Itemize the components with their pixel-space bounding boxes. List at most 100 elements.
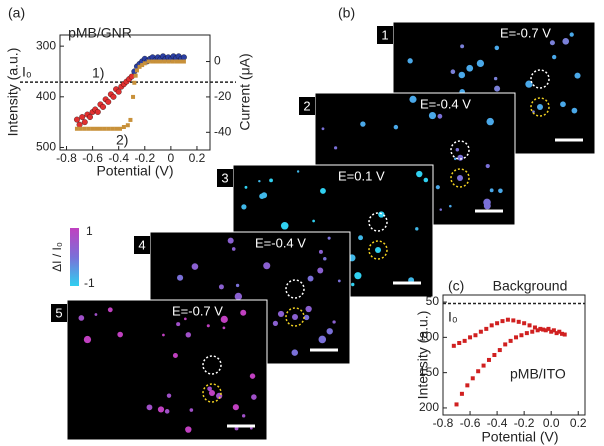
potential-label: E=-0.7 V <box>500 25 551 40</box>
data-point <box>473 333 478 338</box>
image-frame <box>66 299 268 441</box>
data-point <box>125 123 130 128</box>
particle <box>485 163 490 169</box>
particle <box>351 282 355 287</box>
particle <box>241 414 246 418</box>
particle <box>189 408 194 412</box>
potential-label: E=-0.7 V <box>172 303 223 318</box>
potential-label: E=0.1 V <box>338 168 385 183</box>
data-point <box>546 326 551 331</box>
particle <box>334 146 338 150</box>
particle <box>277 310 285 318</box>
data-point <box>170 59 175 64</box>
particle <box>354 272 362 280</box>
particle <box>83 335 92 344</box>
data-point <box>459 391 464 396</box>
particle <box>177 274 184 281</box>
data-point <box>462 338 467 343</box>
x-tick-label: -0.4 <box>108 151 129 165</box>
data-point <box>481 363 486 368</box>
data-point <box>118 126 122 131</box>
x-tick-label: -0.6 <box>82 151 103 165</box>
y-tick-label: 50 <box>426 294 440 308</box>
data-point <box>140 63 145 68</box>
x-axis-label: Potential (V) <box>96 163 173 179</box>
particle <box>251 394 257 400</box>
particle <box>234 292 243 301</box>
x-tick-label: -0.6 <box>460 416 481 430</box>
particle <box>318 335 327 344</box>
particle <box>449 204 452 208</box>
particle <box>206 324 210 328</box>
image-stack: 1 E=-0.7 V 2 E=-0.4 V 3 E=0.1 V 4 E=-0.4 V 5 E=-0… <box>51 21 596 441</box>
particle <box>307 275 314 282</box>
y-tick-label: 400 <box>36 89 56 103</box>
frame-label-box <box>299 97 315 115</box>
data-point <box>549 329 554 334</box>
particle <box>525 80 533 88</box>
y-tick-label: 100 <box>419 330 439 344</box>
particle <box>457 175 463 181</box>
particle <box>423 177 429 183</box>
particle <box>232 404 239 411</box>
particle <box>259 193 265 199</box>
particle <box>323 257 327 261</box>
data-point <box>146 59 151 64</box>
y2-tick-label: 0 <box>214 54 221 68</box>
data-point <box>131 94 136 99</box>
frame-label-box <box>377 26 393 44</box>
data-point <box>543 328 548 333</box>
particle <box>207 386 212 392</box>
data-point <box>128 117 133 122</box>
data-point <box>505 317 510 322</box>
annotation: I₀ <box>448 309 458 325</box>
colorbar-tick: 1 <box>86 224 93 238</box>
data-point <box>514 335 519 340</box>
particle <box>439 208 442 211</box>
data-point <box>105 98 112 105</box>
particle <box>562 37 570 45</box>
particle <box>291 349 299 356</box>
particle <box>407 58 413 64</box>
data-point <box>511 318 516 323</box>
data-point <box>82 126 87 131</box>
particle <box>241 204 247 210</box>
frame-label: 4 <box>138 237 145 252</box>
particle <box>537 104 543 110</box>
data-point <box>486 357 491 362</box>
particle <box>272 320 279 326</box>
data-point <box>470 376 475 381</box>
colorbar-label: ΔI / I₀ <box>50 242 64 272</box>
data-point <box>121 125 126 129</box>
particle <box>458 71 466 79</box>
data-point <box>500 319 505 324</box>
particle <box>94 313 98 316</box>
panel-label: (c) <box>448 278 464 294</box>
particle <box>303 314 310 321</box>
data-point <box>137 64 142 69</box>
data-point <box>114 126 119 131</box>
data-point <box>74 116 80 123</box>
x-tick-label: 0 <box>168 151 175 165</box>
particle <box>185 332 192 338</box>
y2-tick-label: -40 <box>214 124 232 138</box>
particle <box>489 188 494 193</box>
data-point <box>90 126 95 131</box>
colorbar-tick: -1 <box>84 276 95 290</box>
data-point <box>158 59 163 64</box>
data-point <box>79 114 86 121</box>
x-axis-label: Potential (V) <box>481 429 558 445</box>
particle <box>146 404 153 411</box>
data-point <box>110 93 117 100</box>
data-point <box>76 121 83 128</box>
x-tick-label: 0.2 <box>570 416 587 430</box>
particle <box>552 54 557 60</box>
potential-label: E=-0.4 V <box>255 235 306 250</box>
data-point <box>516 319 521 324</box>
chart-title: pMB/GNR <box>68 25 132 41</box>
annotation: 2) <box>116 132 128 148</box>
plot-frame <box>59 34 211 151</box>
data-point <box>562 332 567 337</box>
particle <box>220 315 228 323</box>
particle <box>549 40 555 46</box>
